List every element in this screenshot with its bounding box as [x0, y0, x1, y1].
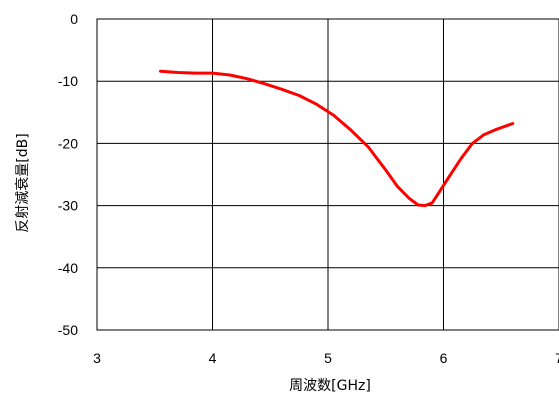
y-tick-labels: 0 -10 -20 -30 -40 -50	[58, 11, 78, 338]
y-tick-label: -30	[58, 198, 78, 214]
x-tick-label: 3	[93, 350, 101, 366]
y-tick-label: 0	[70, 11, 78, 27]
x-tick-labels: 3 4 5 6 7	[93, 350, 559, 366]
y-axis-label: 反射減衰量[dB]	[14, 133, 31, 232]
series-line	[159, 69, 515, 208]
plot-area	[96, 18, 559, 331]
y-tick-label: -40	[58, 260, 78, 276]
x-axis-label: 周波数[GHz]	[289, 378, 371, 394]
series-group	[159, 69, 515, 208]
y-tick-label: -20	[58, 135, 78, 151]
x-tick-label: 5	[324, 350, 332, 366]
x-tick-label: 4	[209, 350, 217, 366]
x-tick-label: 7	[555, 350, 559, 366]
y-tick-label: -10	[58, 73, 78, 89]
x-tick-label: 6	[440, 350, 448, 366]
grid-lines	[96, 18, 559, 331]
y-tick-label: -50	[58, 322, 78, 338]
